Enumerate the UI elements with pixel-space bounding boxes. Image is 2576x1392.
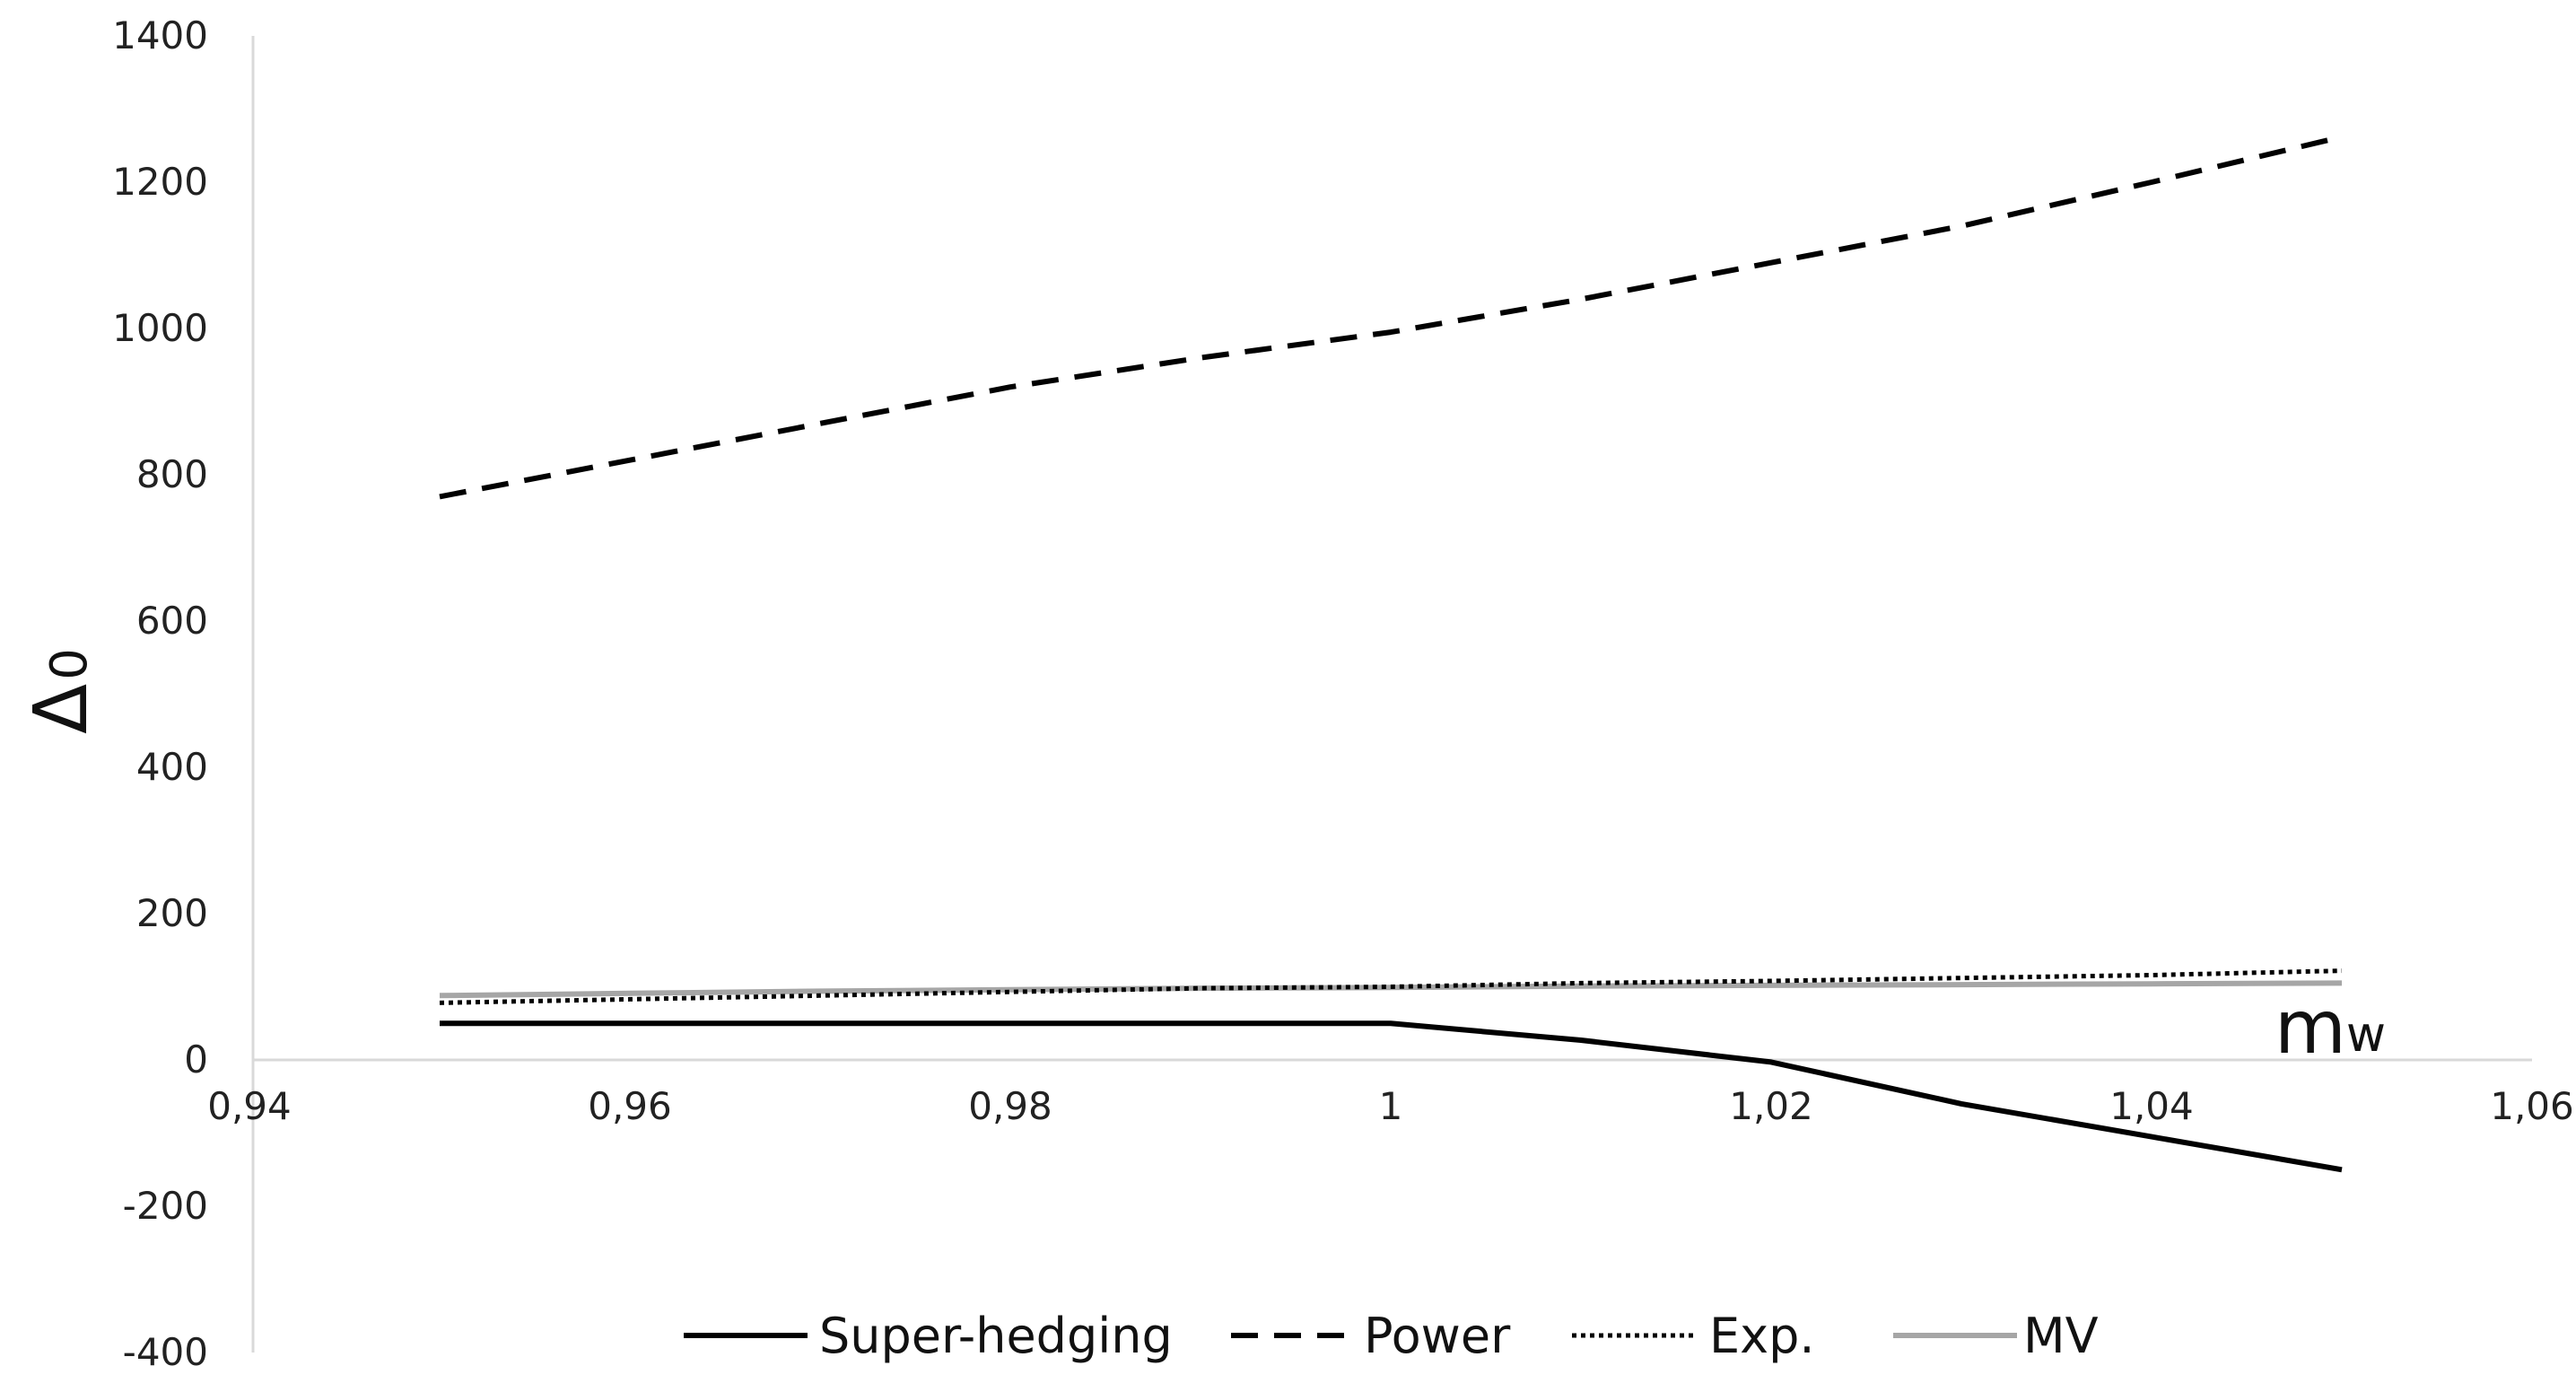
y-tick-label: 1400 bbox=[112, 13, 208, 57]
y-axis-title: Δ0 bbox=[19, 648, 104, 734]
x-axis-title-sub: w bbox=[2346, 1006, 2386, 1063]
series-line-super-hedging bbox=[440, 1020, 2343, 1173]
x-tick-label: 0,94 bbox=[207, 1084, 292, 1128]
x-tick-label: 1,02 bbox=[1729, 1084, 1813, 1128]
y-tick-label: -400 bbox=[123, 1330, 208, 1374]
y-tick-label: 0 bbox=[184, 1037, 208, 1081]
y-tick-label: 800 bbox=[136, 452, 208, 496]
x-tick-labels: 0,94 0,96 0,98 1 1,02 1,04 1,06 bbox=[207, 1084, 2574, 1128]
legend: Super-hedging Power Exp. MV bbox=[684, 1308, 2099, 1364]
x-tick-label: 1,04 bbox=[2109, 1084, 2194, 1128]
y-axis-title-sub: 0 bbox=[40, 648, 99, 680]
y-axis-title-main: Δ bbox=[19, 684, 104, 734]
x-tick-label: 0,96 bbox=[588, 1084, 672, 1128]
x-tick-label: 1,06 bbox=[2490, 1084, 2574, 1128]
legend-label-power: Power bbox=[1364, 1308, 1511, 1364]
y-tick-label: 1200 bbox=[112, 160, 208, 204]
x-axis-title: mw bbox=[2275, 985, 2386, 1071]
y-tick-label: 200 bbox=[136, 891, 208, 935]
series-line-exp bbox=[439, 968, 2343, 1005]
legend-label-super-hedging: Super-hedging bbox=[819, 1308, 1173, 1364]
y-tick-label: -200 bbox=[123, 1184, 208, 1228]
series-layer bbox=[439, 134, 2343, 1173]
x-tick-label: 1 bbox=[1379, 1084, 1403, 1128]
y-tick-label: 600 bbox=[136, 599, 208, 643]
y-tick-label: 1000 bbox=[112, 306, 208, 350]
x-axis-title-main: m bbox=[2275, 985, 2346, 1071]
x-tick-label: 0,98 bbox=[968, 1084, 1052, 1128]
axes bbox=[251, 36, 2532, 1353]
y-tick-label: 400 bbox=[136, 745, 208, 789]
series-line-power bbox=[439, 134, 2343, 500]
legend-label-mv: MV bbox=[2023, 1308, 2099, 1364]
legend-label-exp: Exp. bbox=[1709, 1308, 1815, 1364]
y-tick-labels: 1400 1200 1000 800 600 400 200 0 -200 -400 bbox=[112, 13, 208, 1374]
